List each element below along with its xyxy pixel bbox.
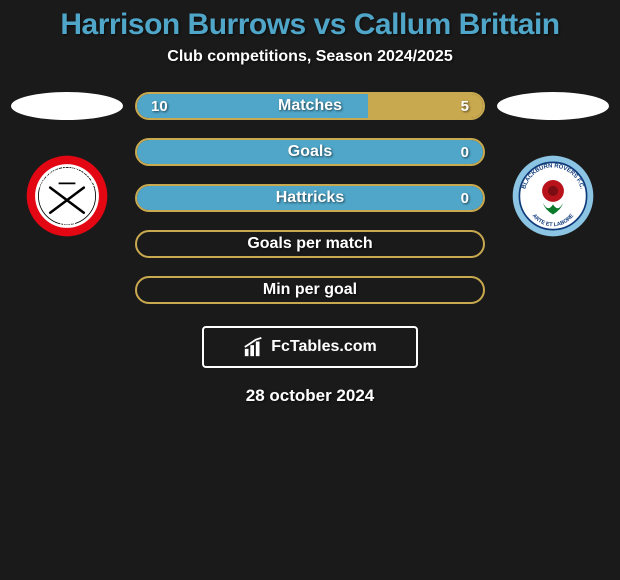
left-player-col: 1889 SHEFFIELD UNITED F.C — [7, 92, 127, 238]
right-player-col: BLACKBURN ROVERS F.C. ARTE ET LABORE — [493, 92, 613, 238]
stat-bar: Hattricks 0 — [135, 184, 485, 212]
left-club-crest: 1889 SHEFFIELD UNITED F.C — [25, 154, 109, 238]
stat-bar: Min per goal — [135, 276, 485, 304]
stat-label: Min per goal — [263, 281, 357, 299]
stat-bars: Matches 10 5 Goals 0 Hattricks 0 Goals per matc… — [135, 92, 485, 304]
stat-bar: Goals per match — [135, 230, 485, 258]
right-club-crest: BLACKBURN ROVERS F.C. ARTE ET LABORE — [511, 154, 595, 238]
brand-text: FcTables.com — [271, 338, 377, 356]
date-text: 28 october 2024 — [0, 386, 620, 406]
subtitle: Club competitions, Season 2024/2025 — [0, 48, 620, 66]
stat-label: Goals per match — [247, 235, 372, 253]
stat-label: Hattricks — [276, 189, 344, 207]
left-player-ellipse — [11, 92, 123, 120]
right-player-ellipse — [497, 92, 609, 120]
stat-value-left: 10 — [151, 98, 168, 115]
stat-bar: Goals 0 — [135, 138, 485, 166]
comparison-row: 1889 SHEFFIELD UNITED F.C Matches 10 5 Goal… — [0, 92, 620, 304]
stat-label: Goals — [288, 143, 332, 161]
page-title: Harrison Burrows vs Callum Brittain — [0, 0, 620, 42]
brand-box: FcTables.com — [202, 326, 418, 368]
left-crest-year: 1889 — [59, 218, 76, 227]
stat-label: Matches — [278, 97, 342, 115]
stat-bar: Matches 10 5 — [135, 92, 485, 120]
chart-icon — [243, 336, 265, 358]
stat-value-right: 0 — [461, 190, 469, 207]
stat-value-right: 0 — [461, 144, 469, 161]
stat-value-right: 5 — [461, 98, 469, 115]
